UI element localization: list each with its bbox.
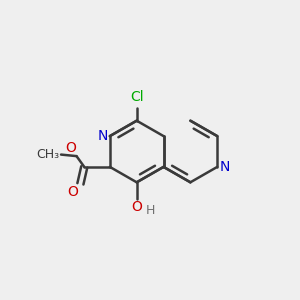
Text: CH₃: CH₃ (36, 148, 59, 161)
Text: N: N (220, 160, 230, 174)
Text: O: O (67, 184, 78, 199)
Text: O: O (65, 141, 76, 155)
Text: N: N (97, 129, 107, 143)
Text: O: O (131, 200, 142, 214)
Text: Cl: Cl (130, 90, 143, 104)
Text: H: H (146, 204, 155, 217)
